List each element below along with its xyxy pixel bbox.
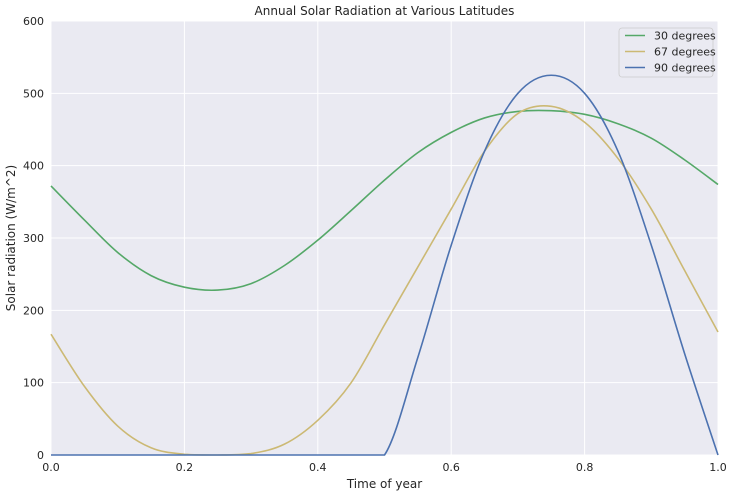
y-tick-label: 0 — [37, 449, 44, 462]
x-tick-label: 0.6 — [442, 461, 460, 474]
y-axis-title: Solar radiation (W/m^2) — [4, 165, 18, 311]
x-tick-label: 0.0 — [42, 461, 60, 474]
series-line-90-degrees — [50, 74, 719, 456]
x-axis-title: Time of year — [346, 477, 422, 491]
grid — [50, 20, 719, 456]
legend-label-67-degrees: 67 degrees — [654, 46, 716, 59]
series-line-67-degrees — [50, 105, 719, 456]
y-tick-label: 200 — [23, 304, 44, 317]
y-tick-label: 300 — [23, 232, 44, 245]
y-tick-label: 400 — [23, 160, 44, 173]
y-tick-label: 600 — [23, 15, 44, 28]
x-tick-label: 0.8 — [576, 461, 594, 474]
x-tick-labels: 0.0 0.2 0.4 0.6 0.8 1.0 — [42, 461, 727, 474]
x-tick-label: 0.4 — [309, 461, 327, 474]
legend-label-30-degrees: 30 degrees — [654, 30, 716, 43]
chart-title: Annual Solar Radiation at Various Latitu… — [255, 4, 515, 18]
legend: 30 degrees 67 degrees 90 degrees — [618, 27, 716, 78]
legend-box — [618, 27, 714, 78]
x-tick-label: 0.2 — [176, 461, 194, 474]
legend-label-90-degrees: 90 degrees — [654, 62, 716, 75]
series-lines — [50, 74, 719, 456]
x-tick-label: 1.0 — [709, 461, 727, 474]
y-tick-labels: 0 100 200 300 400 500 600 — [23, 15, 44, 462]
series-line-30-degrees — [50, 109, 719, 292]
y-tick-label: 100 — [23, 377, 44, 390]
y-tick-label: 500 — [23, 87, 44, 100]
